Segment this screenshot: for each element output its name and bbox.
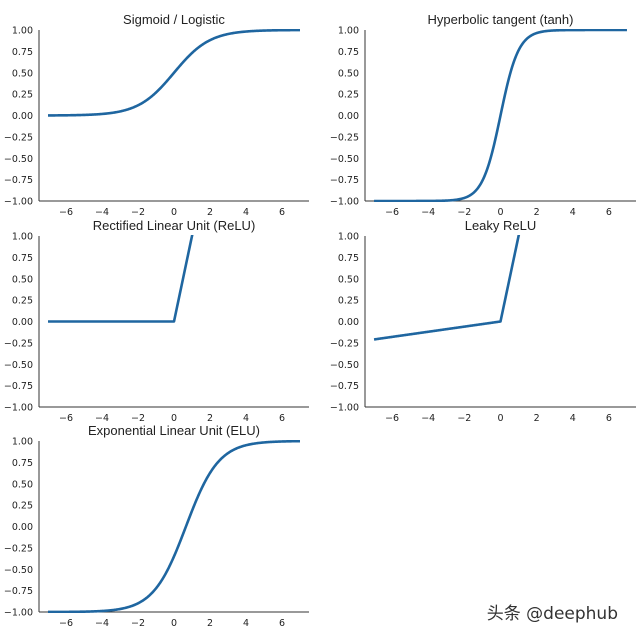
- x-tick-label: 6: [279, 207, 285, 218]
- y-tick-label: −0.50: [330, 154, 359, 165]
- x-tick-label: −4: [421, 207, 435, 218]
- y-tick-label: 0.25: [338, 90, 359, 101]
- y-tick-label: 0.00: [338, 317, 359, 328]
- watermark-text: 头条 @deephub: [486, 604, 618, 624]
- chart-panel-1: Sigmoid / Logistic −6 −4 −2 0 2 4 6 −1.00 −0.75 −0…: [4, 12, 309, 218]
- y-tick-label: −0.75: [4, 586, 33, 597]
- y-tick-label: −1.00: [330, 403, 359, 414]
- x-tick-label: 4: [243, 207, 249, 218]
- chart-panel-5: Exponential Linear Unit (ELU) −6 −4 −2 0 2 4 6 −…: [4, 423, 309, 629]
- y-tick-label: 0.00: [12, 111, 33, 122]
- chart-title: Hyperbolic tangent (tanh): [428, 12, 574, 27]
- x-tick-label: 4: [243, 413, 249, 424]
- y-tick-label: −0.50: [4, 565, 33, 576]
- y-tick-label: −0.75: [4, 175, 33, 186]
- y-tick-label: 0.50: [12, 479, 33, 490]
- y-tick-label: −0.25: [4, 338, 33, 349]
- x-tick-label: 2: [534, 413, 540, 424]
- x-tick-label: 6: [279, 413, 285, 424]
- x-tick-label: −4: [95, 618, 109, 629]
- x-tick-label: −4: [95, 207, 109, 218]
- x-tick-label: 4: [570, 207, 576, 218]
- y-tick-label: 1.00: [12, 26, 33, 37]
- x-tick-label: 0: [171, 413, 177, 424]
- x-tick-label: −6: [59, 618, 73, 629]
- y-tick-label: 0.50: [12, 68, 33, 79]
- y-tick-label: −0.25: [4, 543, 33, 554]
- y-tick-label: −0.25: [330, 338, 359, 349]
- chart-title: Leaky ReLU: [465, 218, 537, 233]
- y-tick-label: 0.00: [338, 111, 359, 122]
- y-tick-label: 0.25: [12, 296, 33, 307]
- y-tick-label: 0.50: [338, 274, 359, 285]
- y-tick-label: −0.75: [330, 175, 359, 186]
- y-tick-label: −0.50: [4, 360, 33, 371]
- y-tick-label: 0.00: [12, 317, 33, 328]
- y-tick-label: −0.25: [330, 132, 359, 143]
- x-tick-label: −2: [131, 618, 145, 629]
- x-tick-label: 2: [207, 413, 213, 424]
- x-tick-label: 2: [207, 618, 213, 629]
- y-tick-label: 0.25: [12, 501, 33, 512]
- y-tick-label: 0.75: [338, 47, 359, 58]
- x-tick-label: −2: [131, 207, 145, 218]
- x-tick-label: 0: [497, 413, 503, 424]
- series-line-sigmoid: [47, 29, 301, 117]
- x-tick-label: 2: [534, 207, 540, 218]
- y-tick-label: −1.00: [4, 608, 33, 619]
- y-tick-label: 0.50: [338, 68, 359, 79]
- x-tick-label: −6: [385, 207, 399, 218]
- chart-title: Rectified Linear Unit (ReLU): [93, 218, 256, 233]
- x-tick-label: 0: [497, 207, 503, 218]
- y-tick-label: −0.75: [4, 381, 33, 392]
- y-tick-label: 0.75: [12, 253, 33, 264]
- chart-panel-3: Rectified Linear Unit (ReLU) −6 −4 −2 0 2 4 6 −1…: [4, 218, 309, 424]
- chart-title: Exponential Linear Unit (ELU): [88, 423, 260, 438]
- y-tick-label: 0.75: [338, 253, 359, 264]
- y-tick-label: 1.00: [338, 26, 359, 37]
- y-tick-label: 0.25: [338, 296, 359, 307]
- y-tick-label: 1.00: [12, 437, 33, 448]
- x-tick-label: 6: [279, 618, 285, 629]
- y-tick-label: −0.25: [4, 132, 33, 143]
- chart-panel-4: Leaky ReLU −6 −4 −2 0 2 4 6 −1.00 −0.75 −0.50 −0.25…: [330, 218, 636, 424]
- x-tick-label: −6: [59, 413, 73, 424]
- x-tick-label: −2: [131, 413, 145, 424]
- x-tick-label: −6: [59, 207, 73, 218]
- x-tick-label: −2: [457, 207, 471, 218]
- y-tick-label: −1.00: [330, 197, 359, 208]
- x-tick-label: 4: [243, 618, 249, 629]
- x-tick-label: 2: [207, 207, 213, 218]
- series-line-leaky_relu: [373, 235, 521, 341]
- y-tick-label: 0.75: [12, 47, 33, 58]
- y-tick-label: 1.00: [12, 232, 33, 243]
- x-tick-label: −2: [457, 413, 471, 424]
- x-tick-label: 6: [606, 413, 612, 424]
- x-tick-label: 6: [606, 207, 612, 218]
- x-tick-label: −6: [385, 413, 399, 424]
- x-tick-label: −4: [421, 413, 435, 424]
- x-tick-label: −4: [95, 413, 109, 424]
- y-tick-label: 0.50: [12, 274, 33, 285]
- y-tick-label: 1.00: [338, 232, 359, 243]
- x-tick-label: 0: [171, 618, 177, 629]
- series-line-elu: [47, 440, 301, 613]
- y-tick-label: −0.75: [330, 381, 359, 392]
- y-tick-label: −1.00: [4, 403, 33, 414]
- y-tick-label: −1.00: [4, 197, 33, 208]
- chart-panel-2: Hyperbolic tangent (tanh) −6 −4 −2 0 2 4 6 −1.00…: [330, 12, 636, 218]
- y-tick-label: −0.50: [330, 360, 359, 371]
- y-tick-label: −0.50: [4, 154, 33, 165]
- chart-title: Sigmoid / Logistic: [123, 12, 225, 27]
- series-line-relu: [47, 235, 194, 323]
- y-tick-label: 0.25: [12, 90, 33, 101]
- y-tick-label: 0.00: [12, 522, 33, 533]
- y-tick-label: 0.75: [12, 458, 33, 469]
- x-tick-label: 0: [171, 207, 177, 218]
- series-line-tanh: [373, 29, 628, 202]
- x-tick-label: 4: [570, 413, 576, 424]
